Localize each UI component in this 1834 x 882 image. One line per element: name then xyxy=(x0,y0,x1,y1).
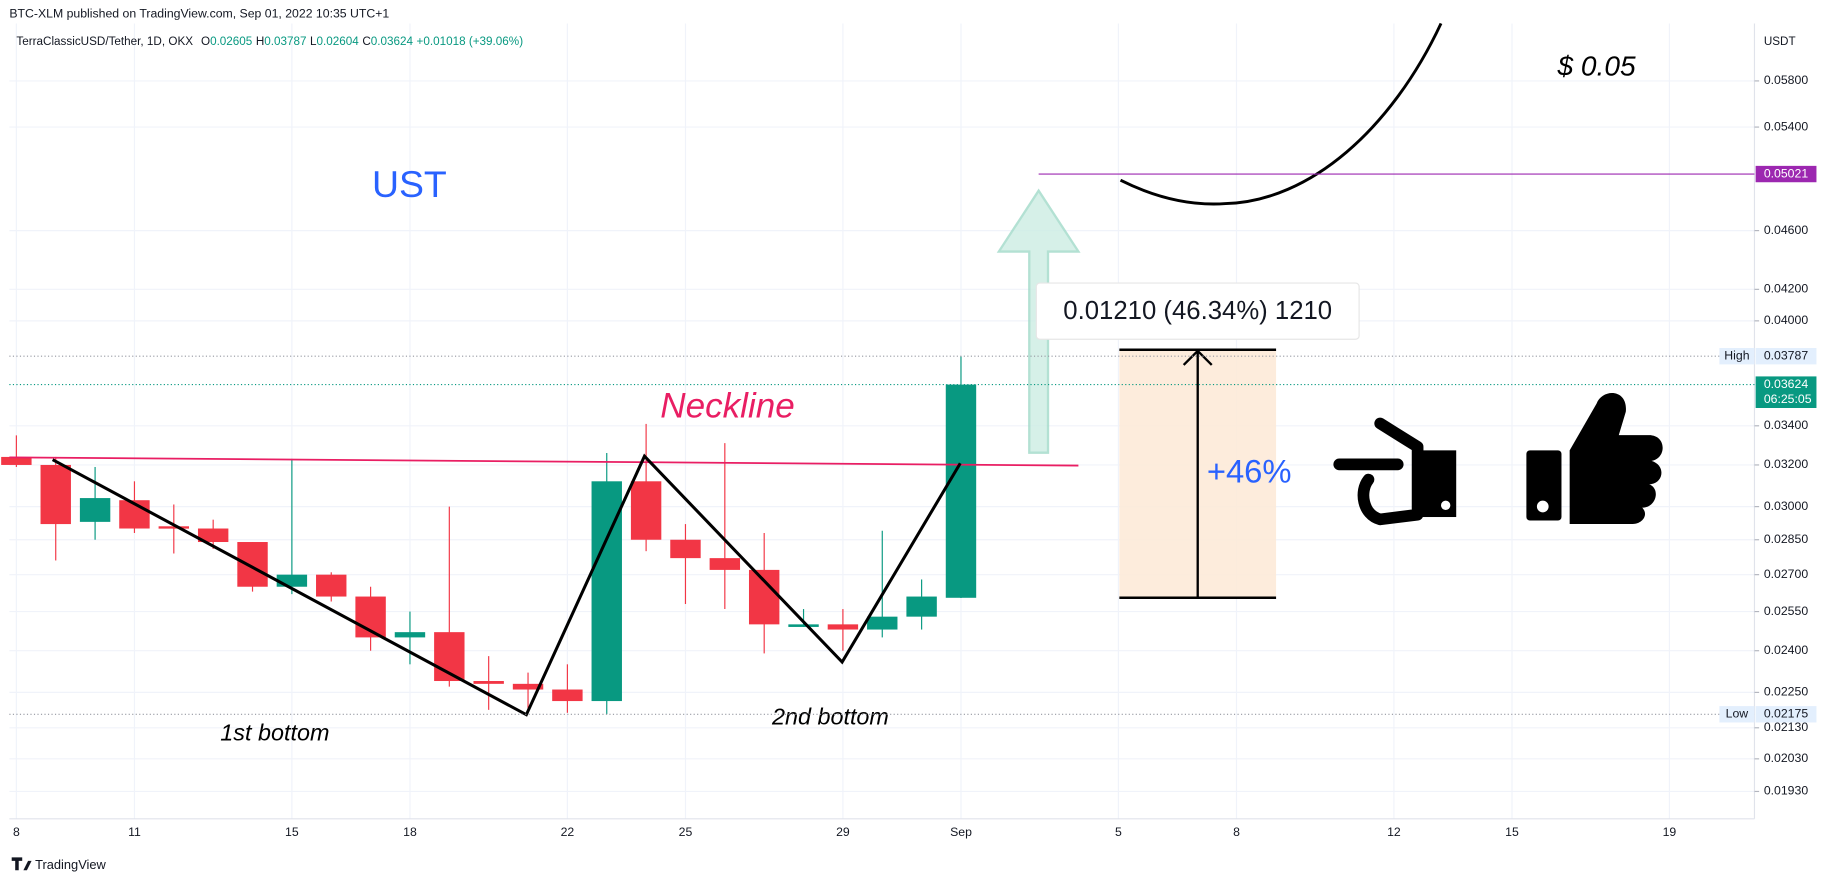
candle-body xyxy=(827,624,859,630)
x-tick-label: 18 xyxy=(403,825,417,839)
countdown: 06:25:05 xyxy=(1764,392,1812,406)
y-tick-label: 0.05800 xyxy=(1764,73,1809,87)
y-tick-label: 0.02850 xyxy=(1764,532,1809,546)
y-tick-label: 0.02700 xyxy=(1764,567,1809,581)
candle-body xyxy=(512,683,544,690)
y-tick-label: 0.04000 xyxy=(1764,313,1809,327)
measure-arrow-head xyxy=(1182,349,1213,366)
gain-label: +46% xyxy=(1207,452,1292,489)
ohlc-value: 0.03787 xyxy=(264,35,306,48)
candle-body xyxy=(158,526,190,529)
footer-brand: TradingView xyxy=(35,857,106,872)
x-tick-label: 15 xyxy=(1505,825,1519,839)
measure-label: 0.01210 (46.34%) 1210 xyxy=(1063,297,1332,325)
candle-body xyxy=(867,616,898,630)
footer-logo xyxy=(11,857,32,871)
price-tag-bg xyxy=(1755,706,1817,723)
candles xyxy=(1,356,977,715)
price-tag: 0.02175 xyxy=(1764,707,1809,721)
ohlc-key: C xyxy=(362,35,370,48)
x-tick-label: 11 xyxy=(128,825,141,839)
candle-body xyxy=(79,498,111,522)
candle-body xyxy=(237,542,268,587)
x-tick-label: 8 xyxy=(1233,825,1240,839)
y-tick-label: 0.02130 xyxy=(1764,720,1809,734)
candle-body xyxy=(709,558,741,570)
bottom2-label: 2nd bottom xyxy=(771,703,889,729)
ohlc-value: 0.02605 xyxy=(210,35,253,48)
x-tick-label: 19 xyxy=(1663,825,1677,839)
symbol-legend: TerraClassicUSD/Tether, 1D, OKX O0.02605… xyxy=(16,35,523,48)
target-curve xyxy=(1119,22,1443,206)
ohlc-value: 0.02604 xyxy=(317,35,360,48)
y-tick-label: 0.02030 xyxy=(1764,751,1809,765)
x-tick-label: 22 xyxy=(561,825,575,839)
y-tick-label: 0.03400 xyxy=(1764,418,1809,432)
candle-body xyxy=(40,464,71,525)
ohlc-value: 0.03624 xyxy=(371,35,414,48)
target-tag-bg xyxy=(1755,165,1817,183)
y-tick-label: 0.02400 xyxy=(1764,643,1809,657)
published-text: BTC-XLM published on TradingView.com, Se… xyxy=(9,6,389,20)
price-tag: 0.03787 xyxy=(1764,348,1809,362)
candle-body xyxy=(197,528,229,543)
x-tick-label: 12 xyxy=(1387,825,1401,839)
ohlc-change: +0.01018 (+39.06%) xyxy=(417,35,524,48)
price-tag-bg xyxy=(1755,348,1817,365)
y-tick-label: 0.05400 xyxy=(1764,119,1809,133)
candle-body xyxy=(788,624,819,627)
price-tag-name: High xyxy=(1724,348,1749,362)
symbol: TerraClassicUSD/Tether, 1D, OKX xyxy=(16,35,193,48)
target-label: $ 0.05 xyxy=(1557,50,1636,81)
price-tag-name-bg xyxy=(1719,706,1755,723)
pattern-zigzag xyxy=(51,453,962,717)
candle-body xyxy=(1,456,32,465)
price-tag-name-bg xyxy=(1719,348,1755,365)
thumbs-up-icon xyxy=(1526,393,1663,525)
y-tick-label: 0.01930 xyxy=(1764,784,1809,798)
candle-body xyxy=(552,689,583,702)
y-tick-label: 0.03200 xyxy=(1764,457,1809,471)
y-tick-label: 0.04200 xyxy=(1764,282,1809,296)
grid xyxy=(9,23,1755,819)
last-price: 0.03624 xyxy=(1764,377,1809,391)
candle-body xyxy=(945,384,977,598)
y-tick-label: 0.04600 xyxy=(1764,223,1809,237)
y-tick-label: 0.03000 xyxy=(1764,499,1809,513)
x-tick-label: 5 xyxy=(1115,825,1122,839)
candle-body xyxy=(316,574,347,597)
candle-body xyxy=(906,596,937,617)
y-tick-label: 0.02550 xyxy=(1764,604,1809,618)
measure-label-box xyxy=(1035,282,1360,340)
candle-body xyxy=(670,539,701,559)
currency: USDT xyxy=(1764,35,1796,48)
bottom1-label: 1st bottom xyxy=(220,720,329,746)
candle-body xyxy=(276,574,308,587)
ohlc-key: H xyxy=(256,35,264,48)
neckline xyxy=(9,456,1079,467)
ticker-label: UST xyxy=(372,163,447,205)
x-tick-label: 29 xyxy=(836,825,850,839)
pointing-hand-icon xyxy=(1333,417,1457,526)
target-tag: 0.05021 xyxy=(1764,166,1809,180)
candle-body xyxy=(473,681,504,684)
price-tag-name: Low xyxy=(1726,707,1749,721)
x-tick-label: 25 xyxy=(679,825,693,839)
candle-body xyxy=(748,569,780,625)
y-tick-label: 0.02250 xyxy=(1764,685,1809,699)
candle-body xyxy=(394,632,426,638)
x-tick-label: 8 xyxy=(13,825,20,839)
ohlc-key: O xyxy=(201,35,210,48)
candle-body xyxy=(630,481,662,540)
last-price-bg xyxy=(1755,376,1817,408)
x-tick-label: Sep xyxy=(950,825,972,839)
neckline-label: Neckline xyxy=(660,387,795,426)
ohlc-key: L xyxy=(310,35,317,48)
x-tick-label: 15 xyxy=(285,825,299,839)
